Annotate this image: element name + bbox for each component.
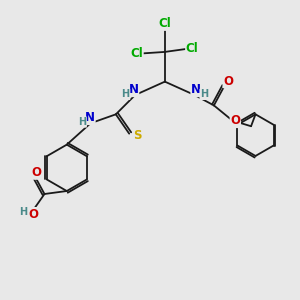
Text: N: N <box>191 83 201 97</box>
Text: O: O <box>230 114 240 128</box>
Text: Cl: Cl <box>130 47 143 60</box>
Text: H: H <box>78 117 86 127</box>
Text: Cl: Cl <box>158 17 171 30</box>
Text: H: H <box>122 89 130 99</box>
Text: H: H <box>200 89 208 99</box>
Text: O: O <box>31 166 41 179</box>
Text: O: O <box>223 74 233 88</box>
Text: N: N <box>85 111 95 124</box>
Text: S: S <box>133 129 142 142</box>
Text: N: N <box>129 83 139 97</box>
Text: Cl: Cl <box>186 42 199 55</box>
Text: O: O <box>28 208 38 221</box>
Text: H: H <box>20 207 28 218</box>
